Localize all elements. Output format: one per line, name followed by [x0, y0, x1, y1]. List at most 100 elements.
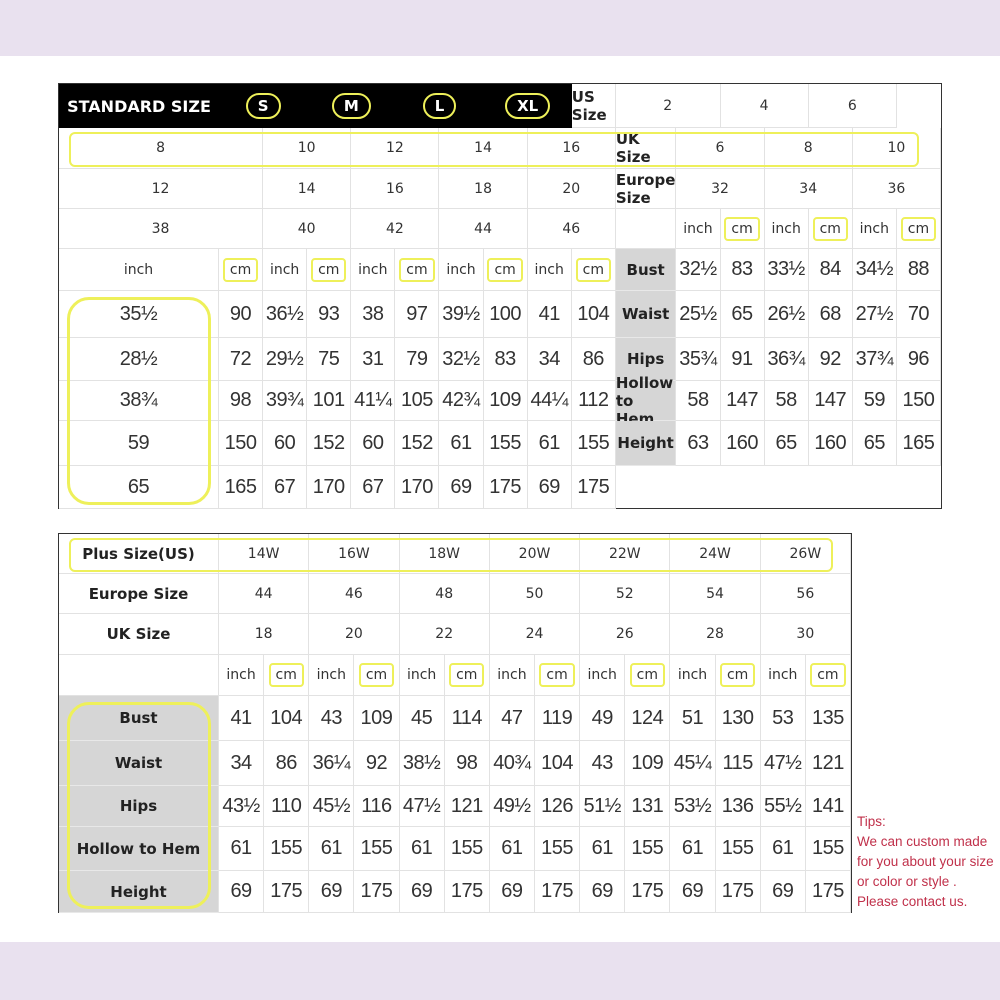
measurement-value: 61	[527, 421, 572, 466]
tips-line: or color or style .	[857, 874, 957, 889]
bottom-band	[0, 942, 1000, 1000]
measurement-value: 35¾	[676, 338, 721, 381]
unit-cell: inch	[399, 655, 445, 696]
measurement-value: 121	[805, 741, 851, 786]
measurement-value: 175	[625, 871, 671, 913]
unit-cell: inch	[351, 249, 396, 291]
measurement-value: 65	[59, 466, 219, 509]
size-value: 36	[852, 169, 941, 209]
size-value: 12	[59, 169, 264, 209]
unit-cell: cm	[625, 655, 671, 696]
measurement-value: 155	[444, 827, 490, 871]
unit-cell: cm	[571, 249, 616, 291]
size-value: 4	[720, 84, 809, 128]
measurement-value: 126	[534, 786, 581, 827]
measurement-value: 124	[625, 696, 671, 741]
measurement-value: 160	[720, 421, 765, 466]
unit-cell: cm	[483, 249, 528, 291]
measurement-value: 135	[805, 696, 851, 741]
unit-cell: cm	[534, 655, 581, 696]
measurement-value: 33½	[764, 249, 809, 291]
size-value: 10	[263, 128, 352, 169]
unit-label-cm: cm	[487, 257, 523, 282]
size-row-label: Plus Size(US)	[59, 534, 219, 574]
size-value: 14	[263, 169, 352, 209]
measurement-value: 65	[852, 421, 897, 466]
unit-label-cm: cm	[575, 257, 611, 282]
unit-cell: inch	[676, 209, 721, 249]
unit-cell: cm	[395, 249, 440, 291]
measurement-value: 40¾	[489, 741, 535, 786]
measurement-value: 115	[715, 741, 761, 786]
unit-cell: inch	[59, 249, 219, 291]
unit-cell: inch	[580, 655, 626, 696]
unit-label-cm: cm	[900, 216, 937, 241]
measurement-value: 109	[483, 381, 528, 421]
measurement-value: 36¾	[764, 338, 809, 381]
unit-cell: cm	[808, 209, 853, 249]
measurement-value: 31	[351, 338, 396, 381]
unit-cell: inch	[439, 249, 484, 291]
measurement-value: 45¼	[670, 741, 716, 786]
size-group-badge: S	[245, 93, 281, 119]
measurement-value: 47½	[399, 786, 445, 827]
measurement-value: 63	[676, 421, 721, 466]
measurement-value: 47	[489, 696, 535, 741]
size-row-label: Europe Size	[615, 169, 677, 209]
unit-cell: inch	[489, 655, 535, 696]
measurement-value: 70	[896, 291, 941, 338]
measurement-value: 175	[444, 871, 490, 913]
measurement-value: 53½	[670, 786, 716, 827]
measurement-label: Height	[615, 421, 677, 466]
measurement-value: 35½	[59, 291, 219, 338]
size-value: 20W	[489, 534, 581, 574]
measurement-value: 90	[219, 291, 264, 338]
measurement-value: 38	[351, 291, 396, 338]
size-value: 6	[676, 128, 765, 169]
measurement-value: 25½	[676, 291, 721, 338]
tips-line: We can custom made	[857, 834, 988, 849]
measurement-value: 59	[852, 381, 897, 421]
measurement-value: 79	[395, 338, 440, 381]
size-value: 50	[489, 574, 581, 614]
measurement-value: 51	[670, 696, 716, 741]
measurement-value: 49	[580, 696, 626, 741]
tips-note: Tips: We can custom made for you about y…	[857, 812, 994, 912]
measurement-label: Bust	[615, 249, 677, 291]
size-group-cell: S	[219, 84, 308, 128]
measurement-value: 65	[720, 291, 765, 338]
unit-label-cm: cm	[311, 257, 347, 282]
measurement-value: 104	[571, 291, 616, 338]
size-value: 18W	[399, 534, 490, 574]
measurement-value: 141	[805, 786, 851, 827]
measurement-value: 152	[395, 421, 440, 466]
measurement-value: 36½	[263, 291, 308, 338]
unit-cell: cm	[896, 209, 941, 249]
measurement-value: 175	[534, 871, 581, 913]
size-value: 44	[439, 209, 528, 249]
measurement-value: 69	[309, 871, 355, 913]
measurement-value: 93	[307, 291, 352, 338]
size-group-cell: M	[307, 84, 396, 128]
size-value: 48	[399, 574, 490, 614]
size-value: 22W	[580, 534, 671, 574]
size-value: 18	[439, 169, 528, 209]
measurement-value: 165	[219, 466, 264, 509]
measurement-value: 65	[764, 421, 809, 466]
size-value: 56	[760, 574, 851, 614]
measurement-value: 170	[307, 466, 352, 509]
unit-cell: inch	[263, 249, 308, 291]
measurement-value: 109	[354, 696, 400, 741]
measurement-label: Hollow to Hem	[59, 827, 219, 871]
measurement-value: 61	[219, 827, 265, 871]
measurement-value: 61	[489, 827, 535, 871]
unit-cell: cm	[720, 209, 765, 249]
size-value: 34	[764, 169, 853, 209]
header-label: STANDARD SIZE	[59, 84, 219, 128]
measurement-value: 61	[439, 421, 484, 466]
measurement-value: 69	[439, 466, 484, 509]
measurement-value: 91	[720, 338, 765, 381]
size-group-cell: XL	[483, 84, 572, 128]
measurement-value: 175	[264, 871, 310, 913]
measurement-label: Bust	[59, 696, 219, 741]
